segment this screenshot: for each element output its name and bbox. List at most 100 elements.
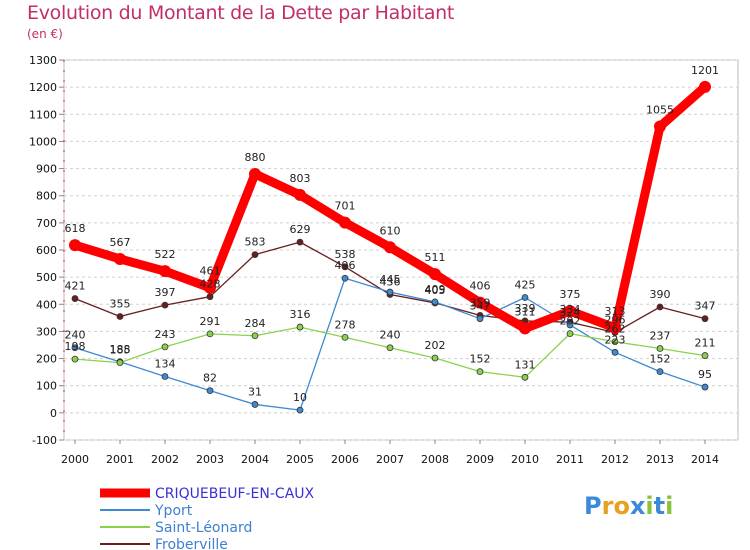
data-label-saint-leonard: 185	[110, 344, 131, 357]
y-tick-label: 500	[36, 271, 57, 284]
chart-title: Evolution du Montant de la Dette par Hab…	[27, 2, 455, 24]
proxiti-logo-letter: i	[665, 492, 673, 520]
data-label-froberville: 347	[695, 300, 716, 313]
y-tick-label: 400	[36, 298, 57, 311]
data-point-saint-leonard	[296, 323, 304, 331]
data-label-saint-leonard: 198	[65, 340, 86, 353]
x-tick-label: 2004	[241, 453, 269, 466]
data-point-saint-leonard	[431, 354, 439, 362]
y-tick-label: 0	[50, 407, 57, 420]
data-point-froberville	[161, 301, 169, 309]
data-label-criquebeuf-en-caux: 511	[425, 251, 446, 264]
proxiti-logo-letter: i	[645, 492, 653, 520]
data-point-criquebeuf-en-caux	[339, 216, 351, 229]
data-point-froberville	[341, 263, 349, 271]
data-point-yport	[521, 294, 529, 301]
data-label-saint-leonard: 292	[560, 315, 581, 328]
data-label-saint-leonard: 284	[245, 317, 266, 330]
data-point-criquebeuf-en-caux	[474, 296, 486, 309]
data-point-criquebeuf-en-caux	[654, 120, 666, 133]
legend-label-yport: Yport	[154, 503, 193, 519]
data-label-saint-leonard: 237	[650, 330, 671, 343]
data-label-yport: 223	[605, 333, 626, 346]
data-label-saint-leonard: 131	[515, 358, 536, 371]
data-point-saint-leonard	[566, 330, 574, 338]
proxiti-logo-letter: P	[584, 492, 602, 520]
data-label-saint-leonard: 202	[425, 339, 446, 352]
x-tick-label: 2008	[421, 453, 449, 466]
x-tick-label: 2011	[556, 453, 584, 466]
data-point-criquebeuf-en-caux	[429, 268, 441, 281]
data-point-saint-leonard	[341, 333, 349, 341]
data-label-criquebeuf-en-caux: 522	[155, 248, 176, 261]
data-label-froberville: 359	[470, 296, 491, 309]
data-point-criquebeuf-en-caux	[159, 265, 171, 278]
y-tick-label: -100	[32, 434, 57, 447]
data-point-criquebeuf-en-caux	[384, 241, 396, 254]
data-point-froberville	[116, 313, 124, 320]
x-tick-label: 2009	[466, 453, 494, 466]
data-label-saint-leonard: 291	[200, 315, 221, 328]
data-point-saint-leonard	[71, 355, 79, 363]
x-tick-label: 2010	[511, 453, 539, 466]
legend-label-saint-leonard: Saint-Léonard	[155, 520, 252, 536]
data-label-yport: 95	[698, 368, 712, 381]
data-label-yport: 445	[380, 273, 401, 286]
data-point-yport	[611, 348, 619, 356]
data-label-froberville: 334	[560, 303, 581, 316]
data-label-criquebeuf-en-caux: 880	[245, 151, 266, 164]
y-tick-label: 700	[36, 217, 57, 230]
x-tick-label: 2001	[106, 453, 134, 466]
data-label-criquebeuf-en-caux: 618	[65, 222, 86, 235]
data-label-yport: 31	[248, 385, 262, 398]
data-point-criquebeuf-en-caux	[69, 239, 81, 252]
data-label-froberville: 436	[380, 276, 401, 289]
y-tick-label: 100	[36, 380, 57, 393]
data-point-saint-leonard	[476, 368, 484, 376]
data-label-froberville: 583	[245, 236, 266, 249]
x-tick-label: 2000	[61, 453, 89, 466]
data-label-criquebeuf-en-caux: 406	[470, 280, 491, 293]
data-label-saint-leonard: 316	[290, 308, 311, 321]
data-point-yport	[161, 373, 169, 380]
data-point-criquebeuf-en-caux	[564, 305, 576, 318]
data-label-froberville: 355	[110, 298, 131, 311]
data-point-yport	[386, 288, 394, 296]
x-tick-label: 2002	[151, 453, 179, 466]
legend-label-criquebeuf-en-caux: CRIQUEBEUF-EN-CAUX	[155, 486, 315, 502]
data-label-yport: 188	[110, 343, 131, 356]
data-point-saint-leonard	[116, 359, 124, 367]
data-point-saint-leonard	[521, 373, 529, 381]
series-yport	[71, 274, 709, 414]
data-point-yport	[206, 387, 214, 395]
x-tick-label: 2007	[376, 453, 404, 466]
data-label-froberville: 339	[515, 302, 536, 315]
data-label-saint-leonard: 152	[470, 353, 491, 366]
proxiti-logo: Proxiti	[584, 492, 673, 520]
data-point-yport	[251, 401, 259, 408]
data-label-froberville: 428	[200, 278, 221, 291]
data-label-yport: 496	[335, 259, 356, 272]
data-label-criquebeuf-en-caux: 803	[290, 172, 311, 185]
data-label-froberville: 421	[65, 280, 86, 293]
x-tick-label: 2014	[691, 453, 719, 466]
data-point-saint-leonard	[206, 330, 214, 338]
data-label-saint-leonard: 211	[695, 337, 716, 350]
y-tick-label: 900	[36, 163, 57, 176]
x-tick-label: 2013	[646, 453, 674, 466]
data-label-criquebeuf-en-caux: 1201	[691, 64, 719, 77]
data-point-saint-leonard	[386, 344, 394, 352]
data-label-yport: 152	[650, 353, 671, 366]
series-criquebeuf-en-caux	[69, 80, 711, 335]
data-label-yport: 82	[203, 372, 217, 385]
data-point-saint-leonard	[611, 338, 619, 346]
data-label-yport: 425	[515, 279, 536, 292]
data-label-criquebeuf-en-caux: 311	[515, 305, 536, 318]
y-tick-label: 1100	[29, 108, 57, 121]
data-label-yport: 409	[425, 283, 446, 296]
data-point-criquebeuf-en-caux	[609, 321, 621, 334]
data-point-saint-leonard	[251, 332, 259, 340]
data-point-saint-leonard	[701, 352, 709, 359]
data-label-yport: 134	[155, 357, 176, 370]
